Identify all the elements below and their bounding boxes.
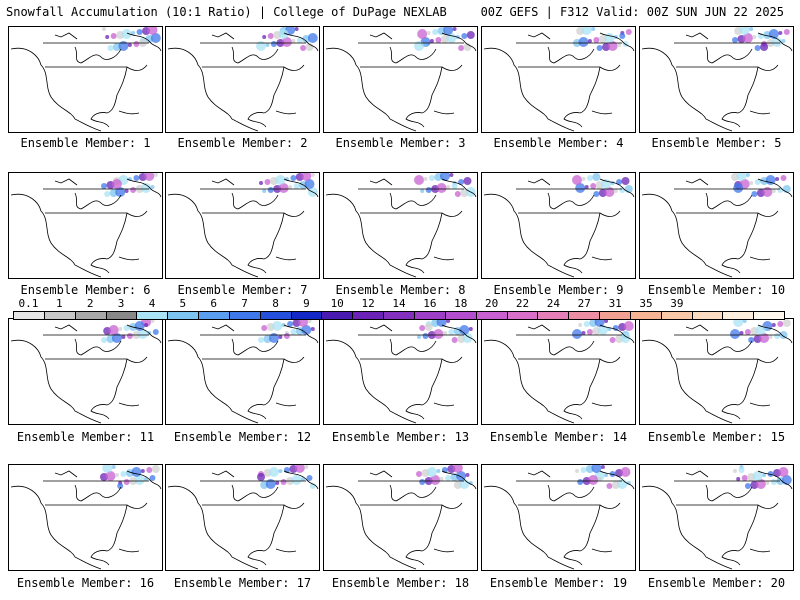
ensemble-member-label: Ensemble Member: 13 [331,430,470,444]
colorbar-swatch [507,312,539,319]
ensemble-member-label: Ensemble Member: 7 [177,283,308,297]
colorbar-tick-label: 39 [670,297,684,310]
colorbar-swatch [44,312,76,319]
ensemble-member-label: Ensemble Member: 11 [16,430,155,444]
colorbar-tick-label: 14 [392,297,406,310]
colorbar-swatch [445,312,477,319]
ensemble-map-panel [481,318,636,425]
ensemble-member-label: Ensemble Member: 16 [16,576,155,590]
colorbar-tick-label: 31 [608,297,622,310]
colorbar-swatch [199,312,230,319]
colorbar-tick-label: 12 [361,297,375,310]
colorbar-swatch [538,312,570,319]
colorbar-tick-label: 27 [577,297,591,310]
colorbar-tick-label: 7 [241,297,248,310]
colorbar-swatch [260,312,292,319]
colorbar-swatch [75,312,107,319]
ensemble-member-label: Ensemble Member: 3 [335,136,466,150]
colorbar-tick-label: 35 [639,297,653,310]
ensemble-map-panel [639,464,794,571]
colorbar-swatch [754,312,785,319]
ensemble-member-label: Ensemble Member: 17 [173,576,312,590]
colorbar-tick-label: 22 [515,297,530,310]
ensemble-map-panel [165,318,320,425]
ensemble-map-panel [8,464,163,571]
ensemble-member-label: Ensemble Member: 4 [493,136,624,150]
ensemble-member-label: Ensemble Member: 15 [647,430,786,444]
colorbar-tick-label: 8 [272,297,279,310]
colorbar-swatch [476,312,508,319]
colorbar-swatch [229,312,261,319]
ensemble-map-panel [8,318,163,425]
ensemble-member-label: Ensemble Member: 1 [20,136,151,150]
colorbar-swatch [414,312,446,319]
ensemble-map-panel [323,172,478,279]
title-left: Snowfall Accumulation (10:1 Ratio) | Col… [6,5,447,19]
ensemble-member-label: Ensemble Member: 2 [177,136,308,150]
colorbar-tick-label: 1 [55,297,63,310]
colorbar-swatch [569,312,601,319]
ensemble-map-panel [639,172,794,279]
colorbar-swatch [692,312,724,319]
ensemble-member-label: Ensemble Member: 10 [647,283,786,297]
ensemble-member-label: Ensemble Member: 6 [20,283,151,297]
colorbar-swatch [661,312,693,319]
colorbar-tick-label: 16 [423,297,437,310]
colorbar-tick-label: 20 [484,297,499,310]
ensemble-map-panel [481,26,636,133]
ensemble-map-panel [165,172,320,279]
colorbar-swatch [106,312,138,319]
ensemble-member-label: Ensemble Member: 8 [335,283,466,297]
colorbar-swatch [14,312,45,319]
colorbar-ticks: 0.1 1 2 3 4 5 6 7 8 9 10 12 14 16 18 20 22 24 27 31 35 39 [0,297,800,310]
colorbar-tick-label: 6 [210,297,217,310]
colorbar-tick-label: 10 [330,297,344,310]
colorbar-tick-label: 9 [303,297,310,310]
ensemble-map-panel [323,26,478,133]
ensemble-map-panel [165,464,320,571]
colorbar-swatch [384,312,415,319]
colorbar-swatch [600,312,631,319]
colorbar-tick-label: 3 [117,297,125,310]
colorbar-swatch [291,312,323,319]
colorbar-tick-label: 5 [179,297,187,310]
ensemble-map-panel [323,318,478,425]
colorbar-swatch [322,312,354,319]
title-right: 00Z GEFS | F312 Valid: 00Z SUN JUN 22 20… [480,5,784,19]
ensemble-member-label: Ensemble Member: 9 [493,283,624,297]
colorbar-swatch [137,312,169,319]
colorbar [13,311,785,320]
ensemble-map-panel [323,464,478,571]
ensemble-member-label: Ensemble Member: 14 [489,430,628,444]
colorbar-tick-label: 24 [546,297,561,310]
ensemble-member-label: Ensemble Member: 20 [647,576,786,590]
ensemble-member-label: Ensemble Member: 5 [651,136,782,150]
colorbar-tick-label: 2 [86,297,94,310]
colorbar-swatch [630,312,662,319]
ensemble-map-panel [639,26,794,133]
ensemble-map-panel [8,26,163,133]
colorbar-swatch [353,312,385,319]
colorbar-swatch [723,312,755,319]
ensemble-member-label: Ensemble Member: 19 [489,576,628,590]
colorbar-tick-label: 18 [454,297,468,310]
ensemble-map-panel [481,464,636,571]
colorbar-swatch [168,312,200,319]
colorbar-tick-label: 4 [148,297,156,310]
ensemble-map-panel [481,172,636,279]
ensemble-map-panel [639,318,794,425]
colorbar-tick-label: 0.1 [18,297,39,310]
ensemble-map-panel [165,26,320,133]
ensemble-map-panel [8,172,163,279]
ensemble-member-label: Ensemble Member: 12 [173,430,312,444]
ensemble-member-label: Ensemble Member: 18 [331,576,470,590]
